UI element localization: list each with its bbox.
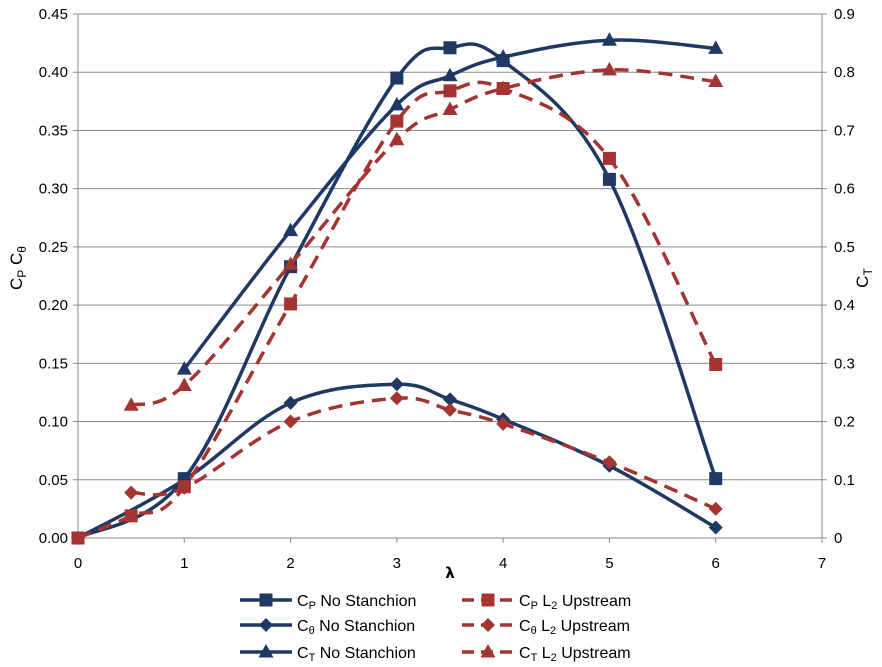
series-5 bbox=[123, 61, 724, 411]
x-tick-label: 2 bbox=[286, 555, 294, 572]
legend-entry: CP No Stanchion bbox=[240, 593, 416, 612]
data-point-triangle bbox=[495, 80, 511, 95]
legend-swatch-marker bbox=[480, 644, 496, 658]
data-point-diamond bbox=[389, 377, 404, 392]
data-point-diamond bbox=[708, 501, 723, 516]
y-right-tick-label: 0.3 bbox=[834, 355, 855, 372]
legend-swatch-marker bbox=[259, 593, 273, 607]
x-tick-label: 4 bbox=[499, 555, 507, 572]
legend: CP No Stanchion Cθ No Stanchion CT No Stan… bbox=[240, 593, 631, 664]
data-point-triangle bbox=[389, 131, 405, 146]
y-right-tick-label: 0.9 bbox=[834, 6, 855, 23]
data-point-square bbox=[602, 151, 616, 165]
gridlines bbox=[78, 13, 822, 481]
series-line bbox=[77, 42, 718, 540]
series-line bbox=[130, 68, 716, 407]
data-point-diamond bbox=[283, 414, 298, 429]
legend-entry: Cθ L2 Upstream bbox=[462, 618, 630, 637]
legend-swatch-marker bbox=[259, 618, 273, 632]
axes: 0.000.050.100.150.200.250.300.350.400.45… bbox=[39, 6, 855, 572]
x-axis-title: λ bbox=[445, 564, 455, 582]
data-point-triangle bbox=[283, 222, 299, 237]
data-point-square bbox=[390, 114, 404, 128]
data-point-square bbox=[443, 41, 457, 55]
data-point-diamond bbox=[443, 402, 457, 417]
y-left-tick-label: 0.45 bbox=[39, 6, 68, 23]
data-point-diamond bbox=[283, 395, 298, 410]
y-right-tick-label: 0.2 bbox=[834, 414, 855, 431]
data-point-triangle bbox=[708, 40, 724, 54]
y-right-tick-label: 0.6 bbox=[834, 181, 855, 198]
legend-entry: CT L2 Upstream bbox=[462, 644, 631, 664]
data-point-diamond bbox=[708, 520, 723, 535]
x-tick-label: 1 bbox=[180, 555, 188, 572]
x-tick-label: 6 bbox=[712, 555, 720, 572]
legend-label: CT No Stanchion bbox=[297, 645, 416, 664]
data-point-triangle bbox=[442, 67, 458, 82]
y-left-tick-label: 0.05 bbox=[39, 472, 68, 489]
data-point-square bbox=[284, 297, 298, 311]
data-point-square bbox=[390, 71, 404, 85]
x-tick-label: 0 bbox=[74, 555, 82, 572]
legend-swatch-marker bbox=[481, 593, 495, 607]
series-layer bbox=[71, 32, 724, 545]
data-point-triangle bbox=[601, 32, 617, 46]
legend-swatch-marker bbox=[258, 644, 274, 658]
y-left-tick-label: 0.35 bbox=[39, 122, 68, 139]
data-point-triangle bbox=[389, 96, 405, 111]
data-point-triangle bbox=[495, 49, 511, 63]
data-point-diamond bbox=[496, 416, 511, 431]
y-right-tick-label: 0 bbox=[834, 530, 842, 547]
data-point-square bbox=[709, 472, 723, 486]
x-tick-label: 3 bbox=[393, 555, 401, 572]
data-point-triangle bbox=[601, 61, 617, 76]
x-tick-label: 5 bbox=[605, 555, 613, 572]
legend-label: Cθ L2 Upstream bbox=[519, 618, 630, 637]
y-right-tick-label: 0.5 bbox=[834, 239, 855, 256]
data-point-triangle bbox=[708, 73, 724, 88]
y-left-tick-label: 0.00 bbox=[39, 530, 68, 547]
y-right-tick-label: 0.7 bbox=[834, 122, 855, 139]
data-point-square bbox=[602, 172, 616, 186]
data-point-diamond bbox=[389, 391, 404, 406]
data-point-square bbox=[709, 357, 723, 371]
data-point-triangle bbox=[176, 377, 192, 391]
y-left-tick-label: 0.30 bbox=[39, 181, 68, 198]
data-point-diamond bbox=[124, 485, 139, 500]
data-point-triangle bbox=[123, 397, 139, 411]
legend-entry: CT No Stanchion bbox=[240, 644, 416, 664]
legend-entry: CP L2 Upstream bbox=[462, 593, 631, 612]
x-tick-label: 7 bbox=[818, 555, 826, 572]
data-point-diamond bbox=[177, 480, 192, 495]
y-left-tick-label: 0.10 bbox=[39, 414, 68, 431]
y-left-tick-label: 0.20 bbox=[39, 297, 68, 314]
data-point-diamond bbox=[443, 392, 457, 407]
axis-labels: λ CP Cθ CT bbox=[7, 246, 875, 582]
y-right-tick-label: 0.1 bbox=[834, 472, 855, 489]
y-left-axis-title: CP Cθ bbox=[7, 246, 29, 290]
y-right-axis-title: CT bbox=[853, 268, 875, 288]
data-point-square bbox=[71, 531, 85, 545]
data-point-triangle bbox=[283, 256, 299, 270]
data-point-square bbox=[443, 84, 457, 98]
data-point-square bbox=[124, 509, 138, 523]
y-left-tick-label: 0.40 bbox=[39, 64, 68, 81]
data-point-diamond bbox=[602, 455, 617, 470]
legend-swatch-marker bbox=[481, 618, 495, 632]
legend-label: CP No Stanchion bbox=[297, 593, 416, 612]
data-point-triangle bbox=[442, 101, 458, 115]
series-4 bbox=[124, 391, 723, 516]
legend-label: Cθ No Stanchion bbox=[297, 618, 415, 637]
legend-entry: Cθ No Stanchion bbox=[240, 618, 415, 637]
data-point-triangle bbox=[176, 361, 192, 375]
series-2 bbox=[176, 32, 724, 375]
y-right-tick-label: 0.8 bbox=[834, 64, 855, 81]
legend-label: CP L2 Upstream bbox=[519, 593, 631, 612]
y-left-tick-label: 0.15 bbox=[39, 355, 68, 372]
legend-label: CT L2 Upstream bbox=[519, 645, 631, 664]
y-left-tick-label: 0.25 bbox=[39, 239, 68, 256]
y-right-tick-label: 0.4 bbox=[834, 297, 855, 314]
